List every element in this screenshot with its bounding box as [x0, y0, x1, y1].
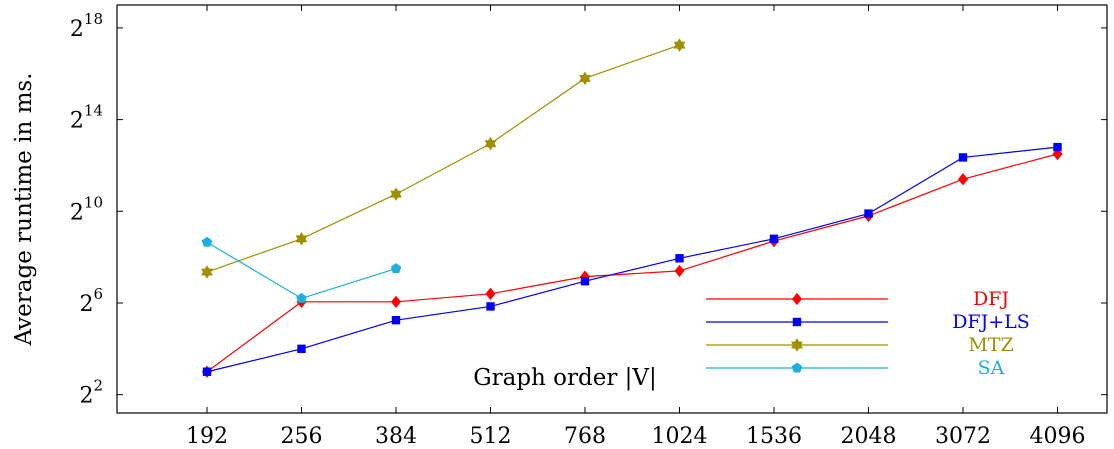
- data-point-marker: [1053, 142, 1062, 152]
- x-tick-label: 384: [375, 424, 417, 449]
- data-point-marker: [580, 277, 590, 286]
- data-point-marker: [673, 38, 686, 52]
- x-tick-label: 2048: [841, 424, 897, 449]
- y-tick-exponent: 2: [93, 377, 103, 395]
- data-point-marker: [201, 265, 213, 279]
- legend-label: SA: [978, 357, 1005, 379]
- y-tick-base: 2: [70, 109, 84, 134]
- series-line: [206, 44, 680, 273]
- data-point-marker: [579, 71, 591, 86]
- legend-entry: MTZ: [706, 334, 1014, 356]
- data-point-marker: [864, 209, 873, 218]
- y-tick-label: 214: [70, 102, 103, 134]
- legend-entry: DFJ+LS: [706, 311, 1030, 333]
- data-point-marker: [202, 367, 212, 376]
- series-line: [206, 241, 397, 300]
- series-sa: [201, 236, 402, 303]
- data-point-marker: [390, 263, 402, 274]
- series-dfj-ls: [202, 142, 1062, 376]
- data-point-marker: [675, 254, 684, 263]
- series-dfj: [201, 147, 1063, 378]
- x-axis-ticks: 192 256 384 512 768 1024 1536 2048 3072 4096: [186, 5, 1086, 449]
- y-tick-label: 22: [79, 377, 103, 409]
- y-tick-exponent: 10: [84, 193, 103, 211]
- x-tick-label: 192: [186, 424, 228, 449]
- data-point-marker: [485, 287, 496, 300]
- x-tick-label: 512: [470, 424, 512, 449]
- y-tick-exponent: 14: [84, 102, 103, 120]
- data-point-marker: [958, 153, 968, 162]
- y-tick-base: 2: [79, 384, 93, 409]
- y-tick-exponent: 18: [84, 10, 103, 28]
- y-tick-label: 210: [70, 193, 103, 225]
- data-point-marker: [486, 302, 495, 311]
- series-layer: [201, 38, 1063, 378]
- legend-label: MTZ: [968, 334, 1013, 356]
- legend-entry: SA: [706, 357, 1005, 379]
- legend-label: DFJ: [973, 288, 1009, 310]
- data-point-marker: [791, 362, 803, 373]
- data-point-marker: [791, 338, 803, 352]
- y-axis-title: Average runtime in ms.: [11, 73, 37, 347]
- y-tick-exponent: 6: [93, 285, 103, 303]
- series-line: [206, 153, 1058, 373]
- data-point-marker: [792, 317, 802, 327]
- x-tick-label: 3072: [935, 424, 991, 449]
- data-point-marker: [390, 295, 402, 308]
- x-tick-label: 4096: [1030, 424, 1086, 449]
- data-point-marker: [295, 232, 308, 246]
- series-mtz: [201, 38, 686, 279]
- x-tick-label: 256: [281, 424, 323, 449]
- data-point-marker: [391, 315, 401, 325]
- data-point-marker: [484, 136, 497, 151]
- y-tick-base: 2: [70, 200, 84, 225]
- series-line: [206, 146, 1058, 373]
- data-point-marker: [674, 264, 685, 278]
- legend-entry: DFJ: [706, 288, 1009, 310]
- y-tick-label: 26: [79, 285, 103, 317]
- legend-label: DFJ+LS: [952, 311, 1030, 333]
- x-tick-label: 768: [564, 424, 606, 449]
- y-tick-label: 218: [70, 10, 103, 42]
- data-point-marker: [957, 173, 969, 186]
- y-tick-base: 2: [79, 292, 93, 317]
- data-point-marker: [791, 292, 803, 306]
- x-axis-title: Graph order |V|: [473, 365, 657, 391]
- data-point-marker: [201, 236, 213, 247]
- data-point-marker: [390, 187, 402, 201]
- data-point-marker: [297, 344, 306, 354]
- x-tick-label: 1536: [746, 424, 802, 449]
- data-point-marker: [296, 292, 307, 303]
- y-tick-base: 2: [70, 17, 84, 42]
- x-tick-label: 1024: [652, 424, 708, 449]
- plot-area-frame: [116, 4, 1108, 414]
- data-point-marker: [769, 234, 779, 243]
